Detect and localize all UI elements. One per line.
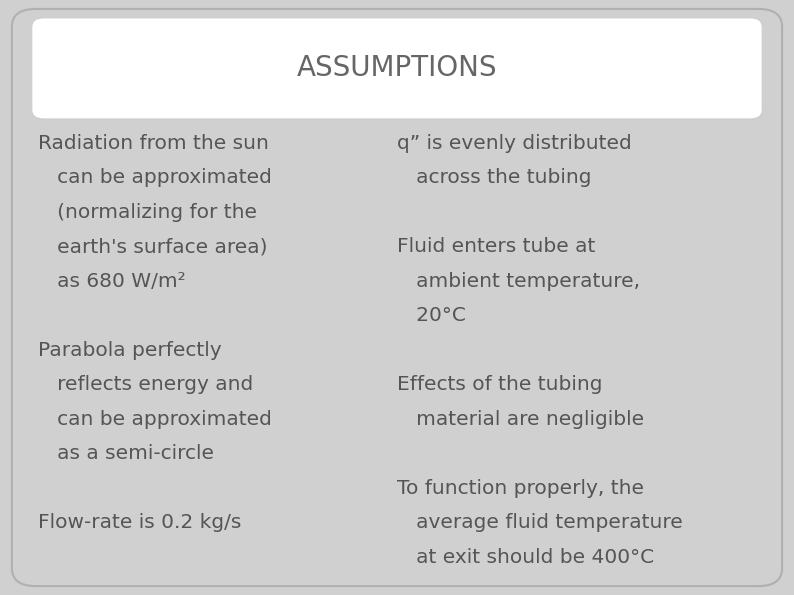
Text: average fluid temperature: average fluid temperature [397,513,683,533]
Text: (normalizing for the: (normalizing for the [38,203,257,222]
Text: across the tubing: across the tubing [397,168,592,187]
Text: earth's surface area): earth's surface area) [38,237,268,256]
Text: ASSUMPTIONS: ASSUMPTIONS [297,54,497,83]
Text: can be approximated: can be approximated [38,410,272,429]
Text: To function properly, the: To function properly, the [397,479,644,498]
Text: reflects energy and: reflects energy and [38,375,253,394]
Text: at exit should be 400°C: at exit should be 400°C [397,548,654,567]
FancyBboxPatch shape [12,9,782,586]
Text: can be approximated: can be approximated [38,168,272,187]
Text: 20°C: 20°C [397,306,466,325]
FancyBboxPatch shape [32,18,762,119]
Text: as a semi-circle: as a semi-circle [38,444,214,464]
Text: Parabola perfectly: Parabola perfectly [38,341,222,360]
Text: Flow-rate is 0.2 kg/s: Flow-rate is 0.2 kg/s [38,513,241,533]
Text: material are negligible: material are negligible [397,410,644,429]
Text: Radiation from the sun: Radiation from the sun [38,134,269,153]
Text: as 680 W/m²: as 680 W/m² [38,272,186,291]
Text: Fluid enters tube at: Fluid enters tube at [397,237,596,256]
Text: Effects of the tubing: Effects of the tubing [397,375,603,394]
Text: q” is evenly distributed: q” is evenly distributed [397,134,632,153]
Text: ambient temperature,: ambient temperature, [397,272,640,291]
